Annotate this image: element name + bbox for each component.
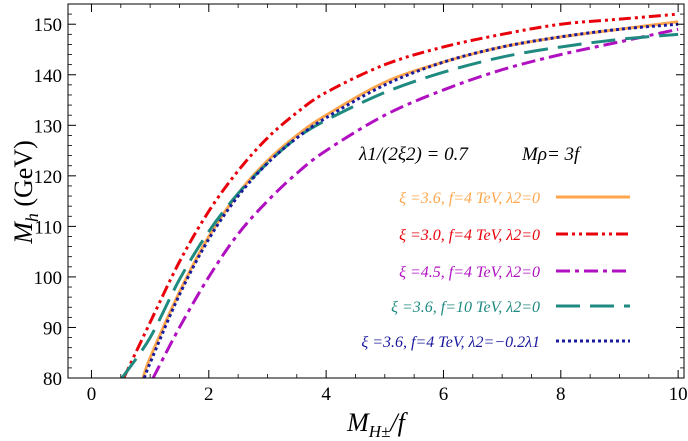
y-tick-label: 140: [34, 66, 63, 87]
y-axis-label-tail: (GeV): [9, 140, 38, 213]
axis-ticks: 0 2 4 6 8 10 80 90 100 110 120 130 140 150: [34, 4, 688, 405]
y-tick-label: 110: [34, 217, 62, 238]
plot-lines: [120, 12, 679, 378]
legend-label-4: ξ =3.6, f=10 TeV, λ2=0: [391, 299, 540, 316]
series-line-3: [151, 27, 679, 378]
x-axis-label: MH±/f: [346, 408, 409, 441]
y-tick-label: 150: [34, 15, 63, 36]
y-tick-label: 100: [34, 268, 63, 289]
series-line-4: [120, 32, 679, 378]
y-tick-label: 130: [34, 116, 63, 137]
annotation-ratio: λ1/(2ξ2) = 0.7: [358, 144, 469, 165]
x-tick-label: 2: [204, 384, 214, 405]
x-tick-label: 4: [321, 384, 331, 405]
y-axis-label-main: M: [9, 221, 38, 245]
x-axis-label-tail: /f: [388, 408, 408, 437]
annotation-mrho: Mρ= 3f: [521, 144, 582, 165]
legend-label-5: ξ =3.6, f=4 TeV, λ2=−0.2λ1: [361, 334, 540, 351]
legend: ξ =3.6, f=4 TeV, λ2=0 ξ =3.0, f=4 TeV, λ2…: [361, 190, 630, 351]
y-tick-label: 90: [43, 318, 62, 339]
x-tick-label: 6: [439, 384, 449, 405]
legend-label-1: ξ =3.6, f=4 TeV, λ2=0: [399, 190, 540, 207]
y-axis-label: Mh (GeV): [9, 140, 42, 245]
y-tick-label: 120: [34, 167, 63, 188]
legend-label-2: ξ =3.0, f=4 TeV, λ2=0: [399, 227, 540, 244]
series-line-2: [122, 12, 679, 378]
x-axis-label-main: M: [346, 408, 370, 437]
x-tick-label: 8: [556, 384, 566, 405]
y-tick-label: 80: [43, 369, 62, 390]
y-axis-label-sub: h: [22, 213, 42, 222]
x-axis-label-sub: H±: [368, 422, 391, 441]
series-line-5: [142, 22, 679, 378]
x-tick-label: 0: [87, 384, 97, 405]
legend-label-3: ξ =4.5, f=4 TeV, λ2=0: [399, 264, 540, 281]
x-tick-label: 10: [669, 384, 688, 405]
plot-frame: [67, 3, 685, 379]
